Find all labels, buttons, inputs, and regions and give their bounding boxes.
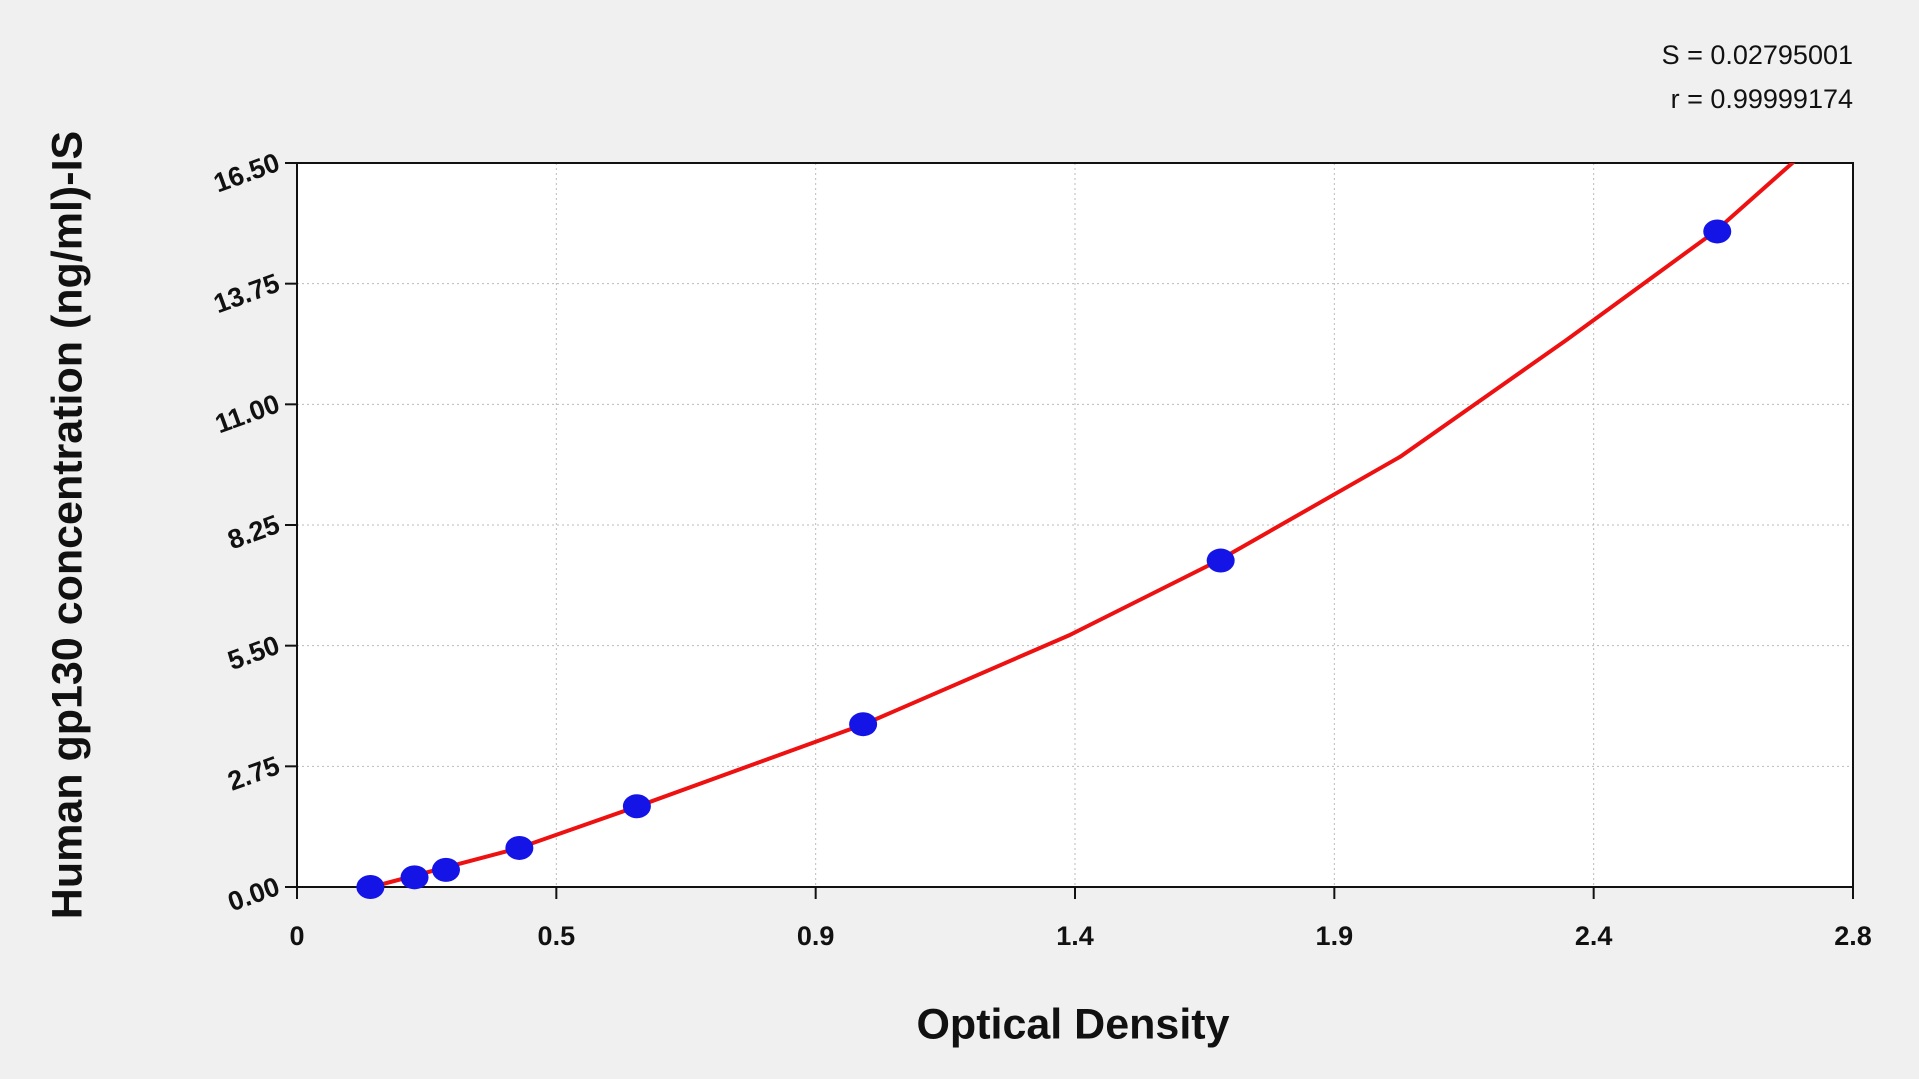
y-tick-label: 8.25	[224, 509, 284, 555]
x-tick-label: 1.4	[1056, 921, 1094, 951]
y-tick-label: 5.50	[224, 630, 284, 676]
data-point	[505, 835, 534, 860]
y-tick-label: 11.00	[211, 388, 283, 439]
plot-frame	[296, 162, 1854, 888]
x-tick-label: 0.9	[797, 921, 835, 951]
y-tick-label: 16.50	[210, 147, 284, 198]
plot-clip	[363, 163, 1796, 887]
data-point	[431, 857, 460, 882]
fit-curve	[363, 163, 1796, 887]
x-tick-label: 2.8	[1834, 921, 1872, 951]
data-point	[356, 875, 385, 899]
y-tick-label: 2.75	[224, 750, 284, 796]
x-tick-label: 0	[289, 921, 304, 951]
x-axis-label: Optical Density	[916, 1000, 1229, 1048]
data-point	[849, 712, 878, 737]
y-tick-label: 0.00	[224, 871, 284, 917]
data-point	[400, 865, 429, 890]
x-tick-label: 1.9	[1316, 921, 1354, 951]
data-point	[1703, 219, 1732, 244]
annotation: r = 0.99999174	[1671, 84, 1853, 114]
x-tick-label: 2.4	[1575, 921, 1613, 951]
data-point	[1206, 548, 1235, 573]
y-tick-label: 13.75	[210, 268, 284, 319]
y-axis-label: Human gp130 concentration (ng/ml)-IS	[43, 131, 91, 919]
x-tick-label: 0.5	[538, 921, 576, 951]
annotation: S = 0.02795001	[1662, 40, 1853, 70]
data-point	[622, 794, 651, 819]
